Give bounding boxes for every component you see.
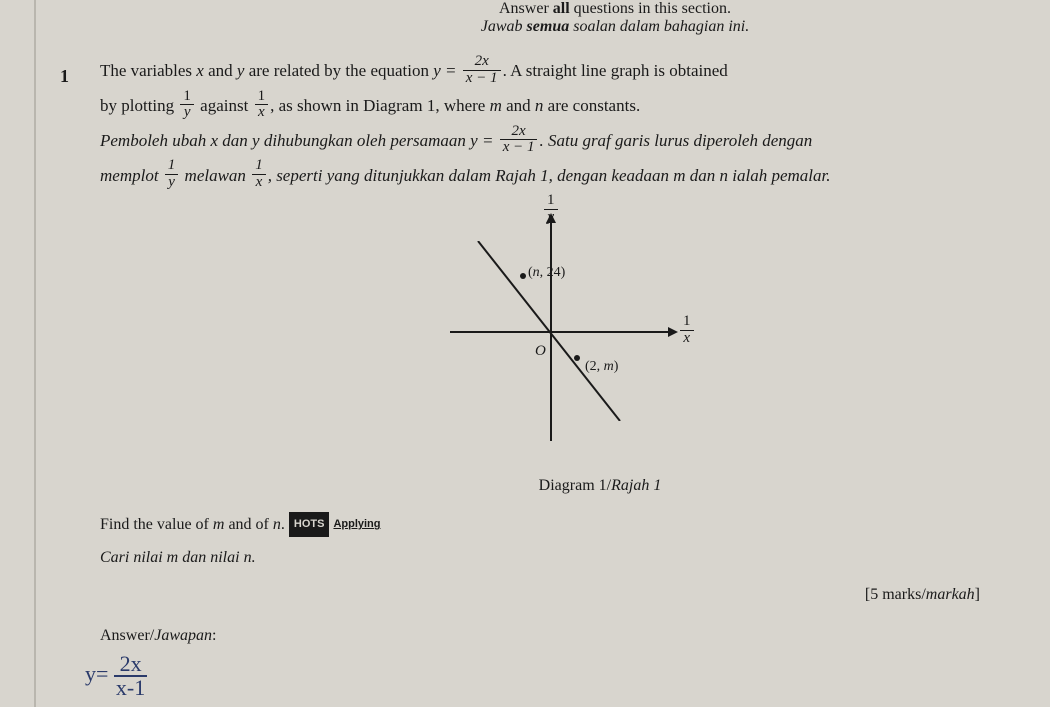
frac-num: 1 <box>165 158 179 175</box>
eq-lhs: y = <box>433 61 461 80</box>
text: are related by the equation <box>244 61 433 80</box>
equation-fraction: 2xx − 1 <box>463 54 501 87</box>
diagram-1: 1y 1x O (n, 24) (2, m) <box>430 201 730 466</box>
pt-m: m <box>604 359 614 374</box>
one-over-y-bm: 1y <box>165 158 179 191</box>
frac-den: x <box>255 105 269 121</box>
var-n: n <box>273 516 281 533</box>
point-n-24-label: (n, 24) <box>528 259 565 288</box>
hw-fraction: 2xx-1 <box>114 653 147 699</box>
header-malay: Jawab semua soalan dalam bahagian ini. <box>320 18 910 36</box>
one-over-y: 1y <box>180 89 194 122</box>
text: and of <box>224 516 272 533</box>
frac-num: 1 <box>544 193 558 210</box>
applying-label: Applying <box>333 518 380 530</box>
hw-lhs: y= <box>85 661 114 686</box>
handwritten-work: y= 2xx-1 <box>85 653 147 699</box>
text: . <box>281 516 289 533</box>
marks-close: ] <box>975 586 980 603</box>
one-over-x: 1x <box>255 89 269 122</box>
text: memplot <box>100 166 163 185</box>
frac-num: 2x <box>500 124 538 141</box>
caption-en: Diagram 1 <box>539 477 607 494</box>
section-header: Answer all questions in this section. Ja… <box>320 0 910 36</box>
question-english-line2: by plotting 1y against 1x, as shown in D… <box>100 89 1000 124</box>
frac-num: 1 <box>255 89 269 106</box>
equation-fraction-bm: 2xx − 1 <box>500 124 538 157</box>
var-m: m <box>490 96 502 115</box>
pt-n: n <box>533 265 540 280</box>
diagram-caption: Diagram 1/Rajah 1 <box>200 470 1000 503</box>
text: melawan <box>180 166 250 185</box>
text: , seperti yang ditunjukkan dalam Rajah 1… <box>268 166 831 185</box>
point-2-m-label: (2, m) <box>585 353 618 382</box>
var-m: m <box>213 516 225 533</box>
frac-den: x − 1 <box>500 140 538 156</box>
frac-den: x <box>680 331 694 347</box>
text: and <box>204 61 237 80</box>
answer-en: Answer <box>100 627 150 644</box>
answer-colon: : <box>212 627 216 644</box>
header-text: Answer <box>499 0 553 17</box>
marks-en: marks <box>882 586 921 603</box>
hw-num: 2x <box>114 653 147 677</box>
header-text: soalan dalam bahagian ini. <box>569 18 749 35</box>
text: . Satu graf garis lurus diperoleh dengan <box>539 131 812 150</box>
frac-num: 2x <box>463 54 501 71</box>
page-margin-line <box>34 0 36 707</box>
frac-den: y <box>180 105 194 121</box>
find-instruction-en: Find the value of m and of n. HOTS Apply… <box>100 509 1000 542</box>
x-axis-fraction: 1x <box>680 314 694 347</box>
question-number: 1 <box>60 66 69 87</box>
header-english: Answer all questions in this section. <box>320 0 910 18</box>
var-x: x <box>196 61 204 80</box>
frac-num: 1 <box>680 314 694 331</box>
text: are constants. <box>543 96 640 115</box>
frac-num: 1 <box>252 158 266 175</box>
caption-bm: Rajah 1 <box>611 477 661 494</box>
header-bold: semua <box>527 18 570 35</box>
answer-label: Answer/Jawapan: <box>100 620 1000 653</box>
text: by plotting <box>100 96 178 115</box>
frac-den: x <box>252 175 266 191</box>
question-english-line1: The variables x and y are related by the… <box>100 54 1000 89</box>
frac-den: x − 1 <box>463 71 501 87</box>
text: Find the value of <box>100 516 213 533</box>
question-body: The variables x and y are related by the… <box>100 54 1000 652</box>
hots-badge: HOTS <box>289 512 330 537</box>
header-bold: all <box>553 0 570 17</box>
frac-den: y <box>165 175 179 191</box>
one-over-x-bm: 1x <box>252 158 266 191</box>
frac-num: 1 <box>180 89 194 106</box>
text: Pemboleh ubah x dan y dihubungkan oleh p… <box>100 131 498 150</box>
header-text: Jawab <box>481 18 527 35</box>
marks-open: [5 <box>865 586 882 603</box>
text: against <box>196 96 253 115</box>
find-instruction-bm: Cari nilai m dan nilai n. <box>100 542 1000 575</box>
hw-den: x-1 <box>114 677 147 699</box>
text: The variables <box>100 61 196 80</box>
marks-allocation: [5 marks/markah] <box>100 579 980 612</box>
question-malay-line2: memplot 1y melawan 1x, seperti yang ditu… <box>100 159 1000 194</box>
text: and <box>502 96 535 115</box>
text: . A straight line graph is obtained <box>503 61 728 80</box>
x-axis-label: 1x <box>678 314 696 349</box>
question-malay-line1: Pemboleh ubah x dan y dihubungkan oleh p… <box>100 124 1000 159</box>
text: , as shown in Diagram 1, where <box>270 96 490 115</box>
header-text: questions in this section. <box>570 0 731 17</box>
marks-bm: markah <box>926 586 975 603</box>
answer-bm: Jawapan <box>154 627 212 644</box>
